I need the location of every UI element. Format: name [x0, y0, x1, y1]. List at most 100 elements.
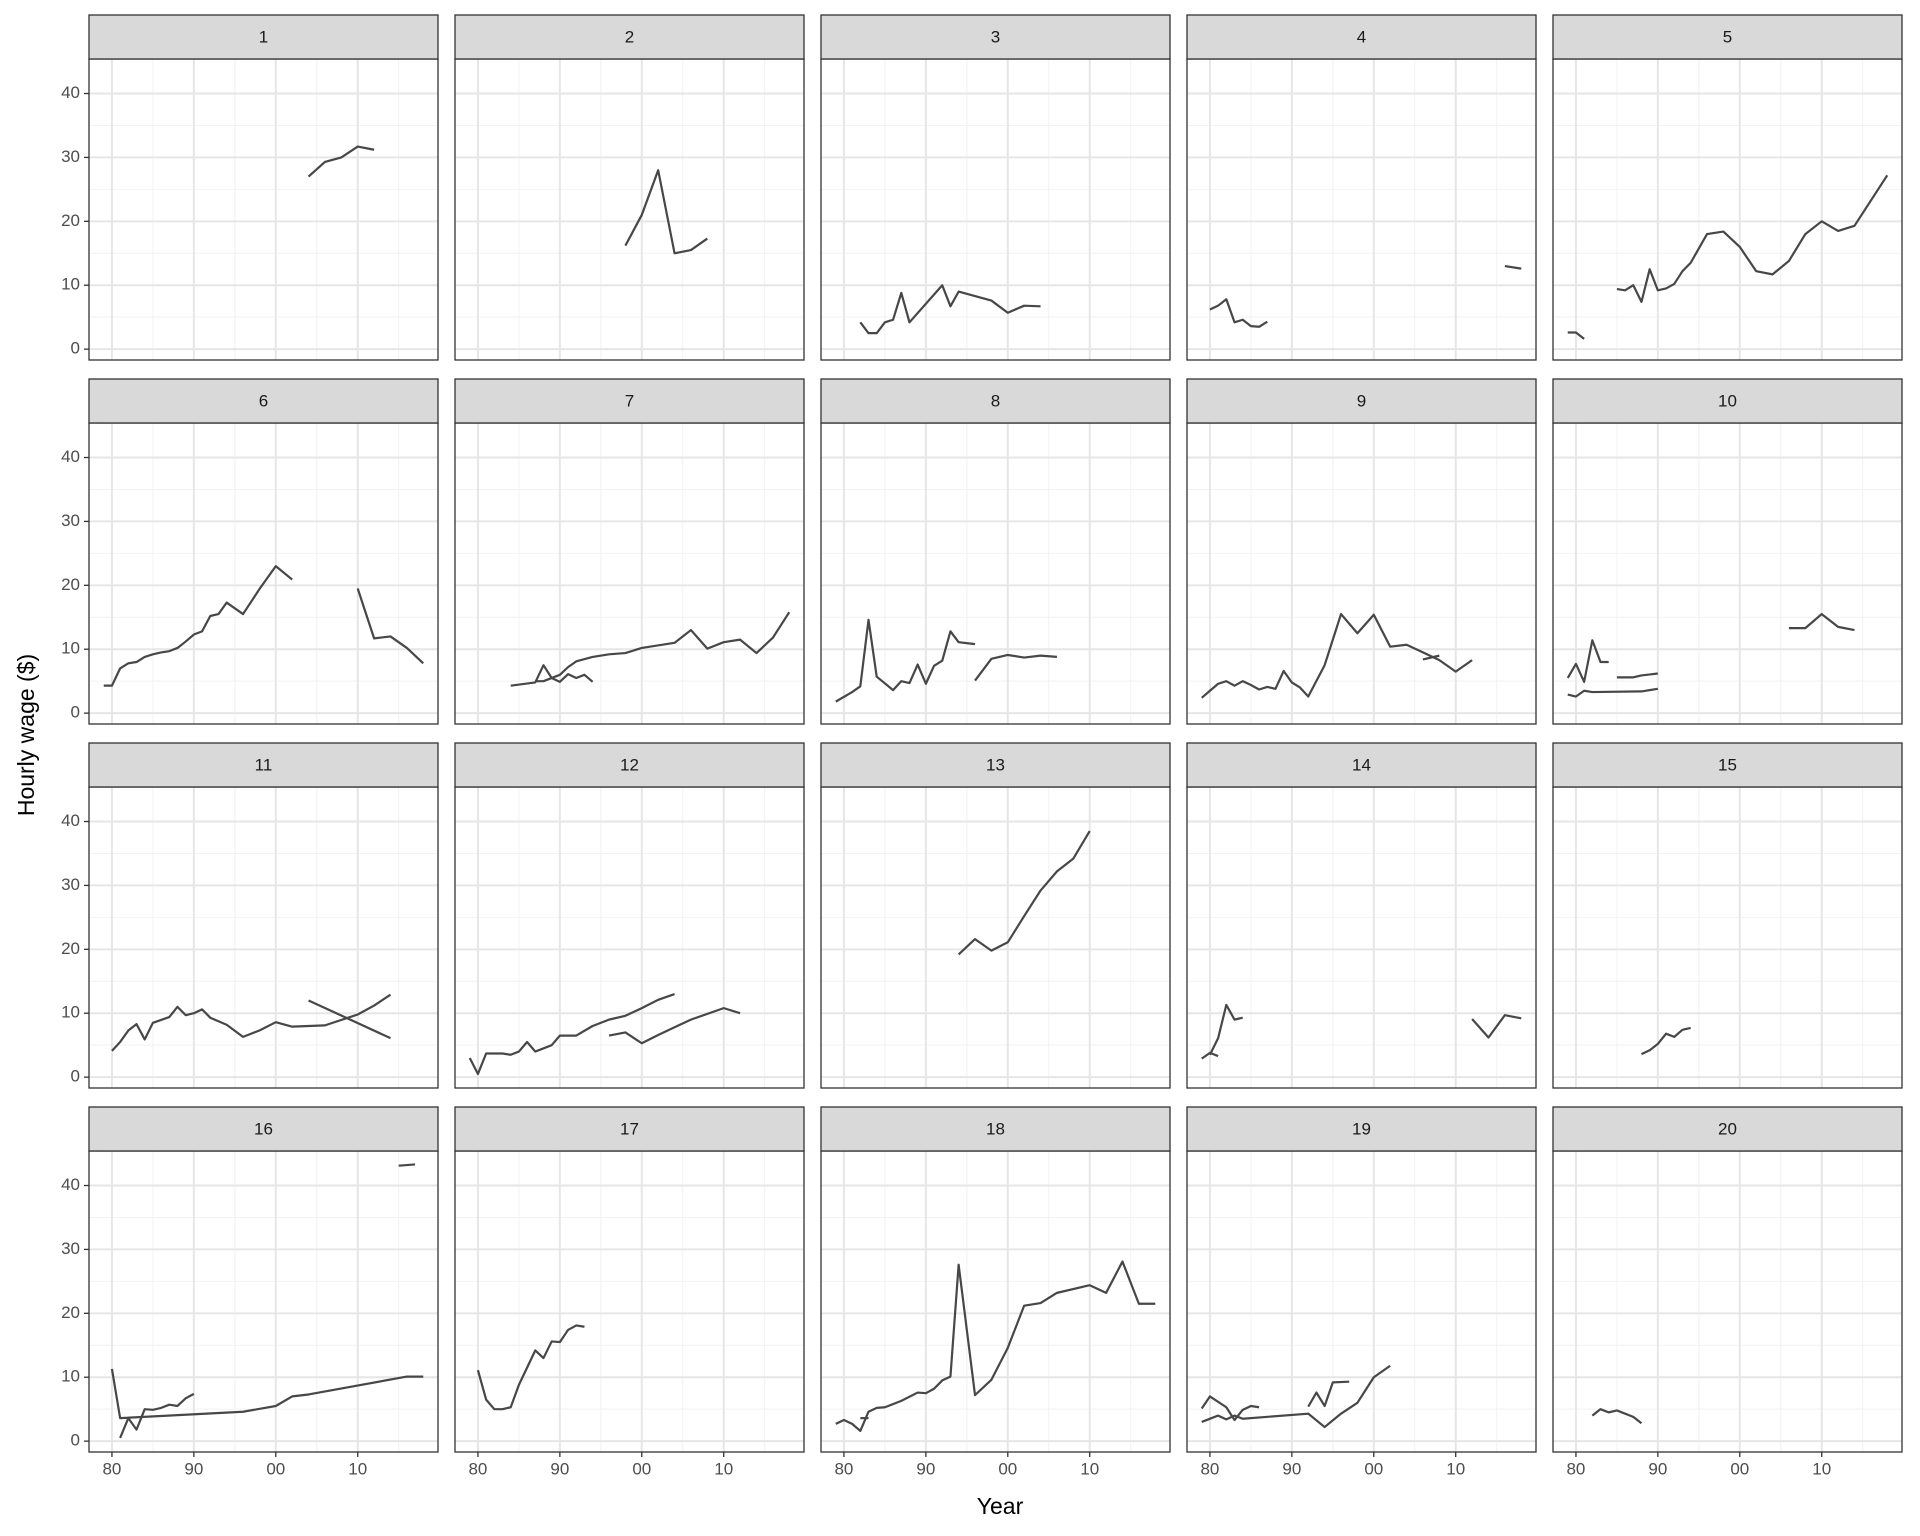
- data-line: [1616, 174, 1889, 303]
- x-tick-label: 00: [1730, 1459, 1749, 1478]
- strip: [1552, 742, 1903, 788]
- y-tick-label: 30: [61, 147, 80, 166]
- panel-background: [1553, 59, 1902, 360]
- y-tick-label: 20: [61, 1303, 80, 1322]
- data-line: [835, 618, 976, 703]
- y-tick-label: 0: [71, 1431, 80, 1450]
- data-line: [957, 830, 1091, 956]
- x-tick-label: 10: [714, 1459, 733, 1478]
- strip-text: 4: [1357, 27, 1366, 46]
- panel-background: [455, 1151, 804, 1452]
- strip: [820, 1106, 1171, 1152]
- data-line: [1616, 672, 1658, 679]
- y-axis-title: Hourly wage ($): [13, 654, 39, 816]
- data-line: [398, 1163, 416, 1167]
- y-tick-label: 0: [71, 1067, 80, 1086]
- x-tick-label: 80: [468, 1459, 487, 1478]
- strip-text: 6: [259, 391, 268, 410]
- strip: [820, 378, 1171, 424]
- strip: [1552, 14, 1903, 60]
- y-tick-label: 0: [71, 339, 80, 358]
- x-tick-label: 80: [1200, 1459, 1219, 1478]
- strip: [1186, 378, 1537, 424]
- panel-background: [1187, 59, 1536, 360]
- y-tick-label: 20: [61, 939, 80, 958]
- y-tick-label: 10: [61, 1003, 80, 1022]
- data-line: [1591, 1408, 1643, 1425]
- strip-text: 17: [620, 1119, 639, 1138]
- data-line: [476, 1324, 585, 1411]
- x-tick-label: 90: [916, 1459, 935, 1478]
- y-tick-label: 20: [61, 575, 80, 594]
- strip-text: 12: [620, 755, 639, 774]
- y-tick-label: 40: [61, 83, 80, 102]
- strip: [1186, 1106, 1537, 1152]
- panel-background: [455, 59, 804, 360]
- x-tick-label: 10: [348, 1459, 367, 1478]
- data-line: [1788, 612, 1855, 632]
- strip-text: 3: [991, 27, 1000, 46]
- x-tick-label: 10: [1812, 1459, 1831, 1478]
- data-line: [974, 653, 1058, 682]
- strip-text: 16: [254, 1119, 273, 1138]
- y-tick-label: 40: [61, 447, 80, 466]
- y-tick-label: 40: [61, 1175, 80, 1194]
- panel-background: [1553, 787, 1902, 1088]
- strip-text: 14: [1352, 755, 1371, 774]
- x-tick-label: 10: [1446, 1459, 1465, 1478]
- data-line: [535, 611, 791, 683]
- panel-background: [1187, 1151, 1536, 1452]
- y-tick-label: 0: [71, 703, 80, 722]
- data-line: [308, 999, 391, 1040]
- data-line: [1566, 639, 1609, 683]
- data-line: [356, 588, 425, 665]
- panel-background: [455, 423, 804, 724]
- data-line: [1201, 612, 1473, 699]
- data-line: [1307, 1380, 1350, 1408]
- data-line: [835, 1260, 1156, 1433]
- panel-background: [1553, 423, 1902, 724]
- data-line: [119, 1392, 195, 1439]
- y-tick-label: 10: [61, 1367, 80, 1386]
- y-tick-label: 10: [61, 639, 80, 658]
- panel-background: [821, 423, 1170, 724]
- data-line: [859, 284, 1041, 335]
- panel-background: [821, 787, 1170, 1088]
- data-line: [307, 145, 375, 178]
- y-tick-label: 40: [61, 811, 80, 830]
- panel-background: [1187, 423, 1536, 724]
- y-tick-label: 30: [61, 511, 80, 530]
- strip: [454, 14, 805, 60]
- strip-text: 20: [1718, 1119, 1737, 1138]
- panel-background: [821, 1151, 1170, 1452]
- x-tick-label: 80: [834, 1459, 853, 1478]
- data-line: [468, 993, 675, 1076]
- x-tick-label: 00: [1364, 1459, 1383, 1478]
- strip: [820, 14, 1171, 60]
- data-line: [1504, 264, 1522, 270]
- x-tick-label: 90: [184, 1459, 203, 1478]
- data-line: [1471, 1014, 1522, 1039]
- strip-text: 1: [259, 27, 268, 46]
- strip-text: 8: [991, 391, 1000, 410]
- strip-text: 15: [1718, 755, 1737, 774]
- strip-text: 13: [986, 755, 1005, 774]
- strip-text: 18: [986, 1119, 1005, 1138]
- x-tick-label: 80: [1566, 1459, 1585, 1478]
- data-line: [111, 993, 392, 1052]
- data-line: [1567, 331, 1585, 340]
- strip: [454, 378, 805, 424]
- data-line: [1422, 654, 1440, 661]
- data-line: [624, 169, 708, 255]
- x-tick-label: 00: [632, 1459, 651, 1478]
- strip: [1186, 14, 1537, 60]
- data-line: [510, 664, 594, 687]
- strip-text: 2: [625, 27, 634, 46]
- panel-background: [89, 1151, 438, 1452]
- strip-text: 10: [1718, 391, 1737, 410]
- x-axis-title: Year: [977, 1493, 1024, 1519]
- strip-text: 9: [1357, 391, 1366, 410]
- y-tick-label: 30: [61, 875, 80, 894]
- strip: [454, 742, 805, 788]
